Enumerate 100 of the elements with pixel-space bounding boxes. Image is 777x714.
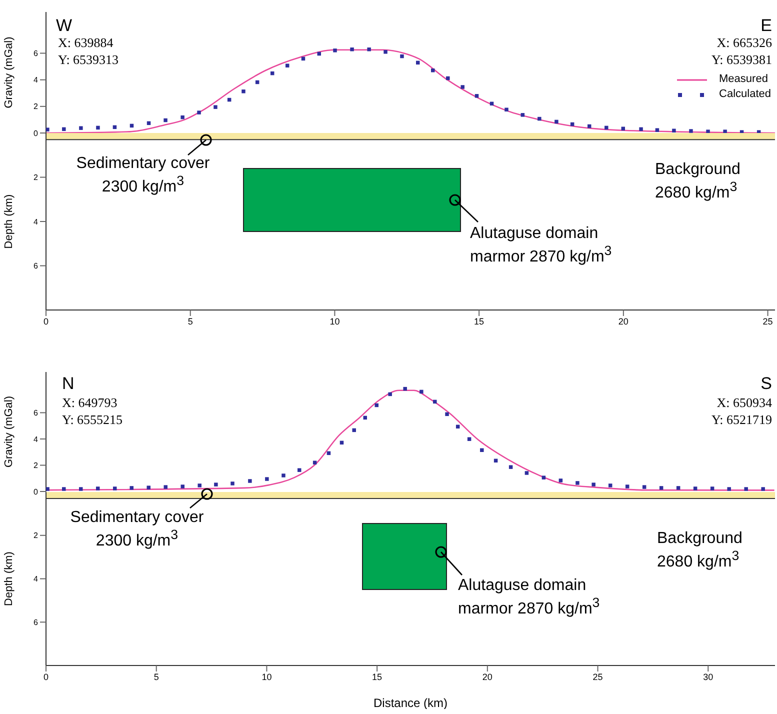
y-tick-label: 6 — [34, 408, 39, 418]
point — [756, 130, 761, 133]
point — [706, 130, 710, 133]
point — [197, 110, 201, 114]
x-tick-label: 10 — [262, 671, 272, 682]
point — [130, 486, 134, 490]
point — [625, 484, 630, 488]
point — [298, 468, 302, 472]
point — [333, 48, 337, 52]
annotation: Alutaguse domain marmor 2870 kg/m$^{3}$ — [458, 576, 601, 619]
point — [242, 90, 246, 94]
point — [592, 482, 596, 486]
x-tick-label: 0 — [43, 671, 49, 682]
point — [608, 484, 612, 488]
x-tick-label: 30 — [703, 671, 714, 682]
annotation: X: 649793 — [62, 395, 118, 411]
point — [384, 50, 388, 54]
point — [504, 108, 508, 112]
point — [420, 390, 424, 394]
point — [367, 47, 371, 52]
point — [740, 130, 744, 133]
annotation: W — [56, 16, 72, 36]
point — [112, 486, 117, 490]
point — [621, 126, 626, 130]
y-tick-label: 4 — [34, 574, 39, 584]
point — [538, 116, 542, 121]
y-axis-title: Gravity (mGal) — [2, 36, 15, 108]
y-tick-label: 0 — [34, 128, 39, 138]
point — [480, 448, 484, 452]
y-tick-label: 4 — [34, 217, 39, 226]
annotation: X: 639884 — [58, 35, 114, 51]
y-axis-title: Depth (km) — [2, 194, 15, 249]
point — [214, 105, 218, 109]
point — [689, 129, 693, 133]
annotation: X: 650934 — [716, 395, 772, 411]
point — [604, 126, 608, 130]
y-tick-label: 6 — [34, 262, 39, 271]
annotation: Sedimentary cover 2300 kg/m$^{3}$ — [75, 155, 211, 198]
point — [285, 64, 290, 68]
point — [672, 128, 676, 132]
point — [445, 412, 449, 416]
point — [693, 486, 698, 490]
point — [723, 130, 727, 133]
point — [164, 485, 168, 489]
point — [676, 486, 680, 490]
point — [282, 474, 286, 478]
annotation: Sedimentary cover 2300 kg/m$^{3}$ — [69, 508, 205, 551]
annotation: Y: 6521719 — [711, 412, 772, 428]
x-tick-label: 5 — [154, 671, 159, 682]
legend-label: Measured — [719, 72, 768, 87]
point — [146, 486, 150, 490]
y-tick-label: 6 — [34, 617, 39, 626]
legend-label: Calculated — [719, 87, 771, 102]
y-tick-label: 2 — [34, 102, 39, 112]
x-tick-label: 15 — [474, 316, 484, 326]
point — [96, 486, 100, 490]
x-tick-label: 20 — [482, 671, 492, 682]
point — [655, 128, 660, 132]
point — [659, 486, 664, 490]
annotation: Y: 6555215 — [62, 412, 123, 428]
annotation: X: 665326 — [716, 35, 772, 51]
y-tick-label: 2 — [34, 461, 39, 470]
point — [558, 478, 563, 482]
point — [79, 126, 83, 130]
point — [164, 118, 168, 122]
point — [467, 437, 472, 441]
point — [265, 477, 269, 481]
point — [744, 487, 748, 491]
point — [46, 128, 50, 132]
x-tick-label: 5 — [188, 316, 193, 326]
point — [727, 487, 731, 491]
point — [248, 479, 252, 483]
point — [79, 487, 83, 491]
annotation: Y: 6539313 — [58, 52, 119, 68]
point — [180, 484, 184, 488]
annotation: Background 2680 kg/m$^{3}$ — [655, 161, 742, 204]
point — [639, 127, 643, 132]
point — [312, 460, 317, 464]
y-tick-label: 6 — [34, 49, 39, 58]
x-tick-label: 20 — [618, 316, 628, 326]
point — [460, 85, 464, 89]
point — [62, 127, 66, 132]
point — [350, 47, 354, 52]
point — [388, 392, 392, 396]
point — [576, 481, 580, 485]
point — [446, 76, 450, 80]
point — [96, 126, 100, 130]
point — [403, 386, 407, 391]
point — [474, 94, 479, 98]
point — [642, 485, 646, 489]
point — [710, 486, 714, 490]
annotation: Alutaguse domain marmor 2870 kg/m$^{3}$ — [470, 225, 613, 268]
y-tick-label: 4 — [34, 434, 39, 444]
x-tick-label: 25 — [762, 316, 773, 326]
annotation: E — [760, 16, 772, 36]
point — [490, 102, 494, 106]
point — [230, 482, 234, 486]
point — [761, 487, 765, 491]
point — [524, 471, 529, 475]
y-axis-title: Gravity (mGal) — [2, 396, 15, 468]
